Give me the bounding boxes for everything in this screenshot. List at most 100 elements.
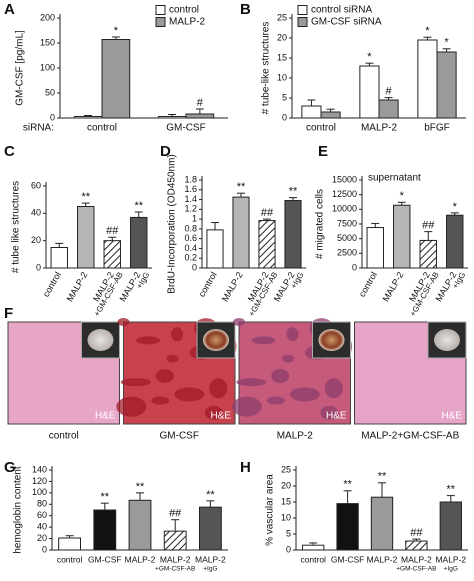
significance-mark: * bbox=[367, 51, 372, 63]
bar bbox=[50, 247, 68, 269]
tissue-blob bbox=[320, 405, 339, 420]
y-tick-label: 0.6 bbox=[184, 233, 197, 243]
x-tick-label: MALP-2 bbox=[401, 554, 432, 564]
tissue-blob bbox=[289, 387, 320, 402]
y-tick-label: 2500 bbox=[337, 248, 357, 258]
significance-mark: ** bbox=[343, 479, 352, 491]
tissue-blob bbox=[204, 405, 223, 420]
x-tick-label: +GM-CSF-AB bbox=[155, 566, 195, 573]
y-tick-label: 100 bbox=[40, 62, 55, 72]
y-tick-label: 5 bbox=[282, 92, 287, 102]
x-tick-label: MALP-2 bbox=[195, 554, 226, 564]
image-label: MALP-2 bbox=[277, 431, 314, 442]
x-tick-label: GM-CSF bbox=[331, 554, 365, 564]
y-tick-label: 0 bbox=[36, 262, 41, 272]
tissue-blob bbox=[251, 336, 276, 345]
bar bbox=[439, 501, 462, 551]
tissue-blob bbox=[236, 378, 267, 387]
bar bbox=[128, 499, 152, 551]
tissue-blob bbox=[151, 396, 170, 405]
bar bbox=[301, 105, 322, 119]
panel-letter: B bbox=[240, 1, 251, 18]
bar bbox=[163, 530, 187, 551]
y-tick-label: 120 bbox=[32, 476, 47, 486]
bar bbox=[336, 503, 359, 551]
significance-mark: ** bbox=[134, 200, 143, 212]
tissue-blob bbox=[120, 378, 151, 387]
tissue-blob bbox=[116, 396, 147, 417]
y-tick-label: 15000 bbox=[332, 174, 357, 184]
y-tick-label: 5 bbox=[286, 528, 291, 538]
y-tick-label: 40 bbox=[37, 522, 47, 532]
y-tick-label: 25 bbox=[281, 464, 291, 474]
y-tick-label: 1 bbox=[192, 213, 197, 223]
y-tick-label: 25 bbox=[277, 12, 287, 22]
tissue-blob bbox=[324, 378, 343, 399]
bar bbox=[101, 39, 131, 119]
x-tick-label: MALP-2 bbox=[220, 270, 245, 303]
significance-mark: ## bbox=[410, 527, 423, 539]
annotation: supernatant bbox=[368, 173, 421, 184]
significance-mark: # bbox=[386, 86, 393, 98]
bar bbox=[58, 537, 82, 551]
bar bbox=[103, 240, 121, 269]
y-tick-label: 0 bbox=[352, 262, 357, 272]
tissue-blob bbox=[286, 327, 299, 342]
y-tick-label: 0.4 bbox=[184, 243, 197, 253]
x-tick-label: control bbox=[306, 123, 336, 134]
stain-label: H&E bbox=[210, 411, 231, 422]
y-tick-label: 0 bbox=[286, 544, 291, 554]
y-tick-label: 1.8 bbox=[184, 174, 197, 184]
organ bbox=[87, 329, 114, 351]
y-axis-label: # tube-like structures bbox=[261, 22, 272, 115]
bar bbox=[93, 509, 117, 551]
organ bbox=[434, 329, 460, 351]
bar bbox=[446, 214, 464, 269]
x-tick-label: MALP-2 bbox=[125, 554, 156, 564]
significance-mark: * bbox=[425, 25, 430, 37]
tissue-blob bbox=[136, 336, 161, 345]
image-label: MALP-2+GM-CSF-AB bbox=[361, 431, 459, 442]
legend-swatch bbox=[297, 17, 308, 27]
x-tick-label: GM-CSF bbox=[166, 123, 205, 134]
bar bbox=[366, 227, 384, 269]
significance-mark: ## bbox=[169, 508, 182, 520]
y-tick-label: 12500 bbox=[332, 189, 357, 199]
stain-label: H&E bbox=[326, 411, 347, 422]
y-tick-label: 0 bbox=[42, 544, 47, 554]
y-tick-label: 40 bbox=[31, 208, 41, 218]
y-tick-label: 50 bbox=[45, 87, 55, 97]
tissue-blob bbox=[155, 369, 174, 384]
bar bbox=[359, 65, 380, 119]
bar bbox=[302, 544, 325, 551]
x-tick-label: control bbox=[197, 270, 219, 298]
tissue-blob bbox=[282, 354, 295, 363]
bar bbox=[206, 229, 224, 269]
y-tick-label: 1.2 bbox=[184, 204, 197, 214]
y-tick-label: 140 bbox=[32, 464, 47, 474]
y-tick-label: 60 bbox=[31, 180, 41, 190]
bar bbox=[370, 496, 394, 551]
significance-mark: * bbox=[453, 201, 458, 213]
organ bbox=[318, 329, 345, 351]
panel-letter: A bbox=[4, 1, 15, 18]
tissue-blob bbox=[174, 387, 205, 402]
y-tick-label: 15 bbox=[277, 52, 287, 62]
x-tick-label: +IgG bbox=[203, 566, 217, 573]
legend-swatch bbox=[155, 17, 166, 27]
y-tick-label: 10 bbox=[277, 72, 287, 82]
organ bbox=[203, 329, 229, 351]
x-tick-label: MALP-2 bbox=[361, 123, 398, 134]
legend-label: GM-CSF siRNA bbox=[311, 17, 382, 28]
y-axis-label: # tube like structures bbox=[11, 181, 22, 273]
bar bbox=[157, 116, 187, 119]
y-tick-label: 200 bbox=[40, 12, 55, 22]
tissue-blob bbox=[166, 354, 179, 363]
significance-mark: ** bbox=[81, 191, 90, 203]
y-tick-label: 1.4 bbox=[184, 194, 197, 204]
y-tick-label: 0 bbox=[282, 112, 287, 122]
y-tick-label: 100 bbox=[32, 487, 47, 497]
significance-mark: # bbox=[197, 97, 204, 109]
y-tick-label: 60 bbox=[37, 510, 47, 520]
